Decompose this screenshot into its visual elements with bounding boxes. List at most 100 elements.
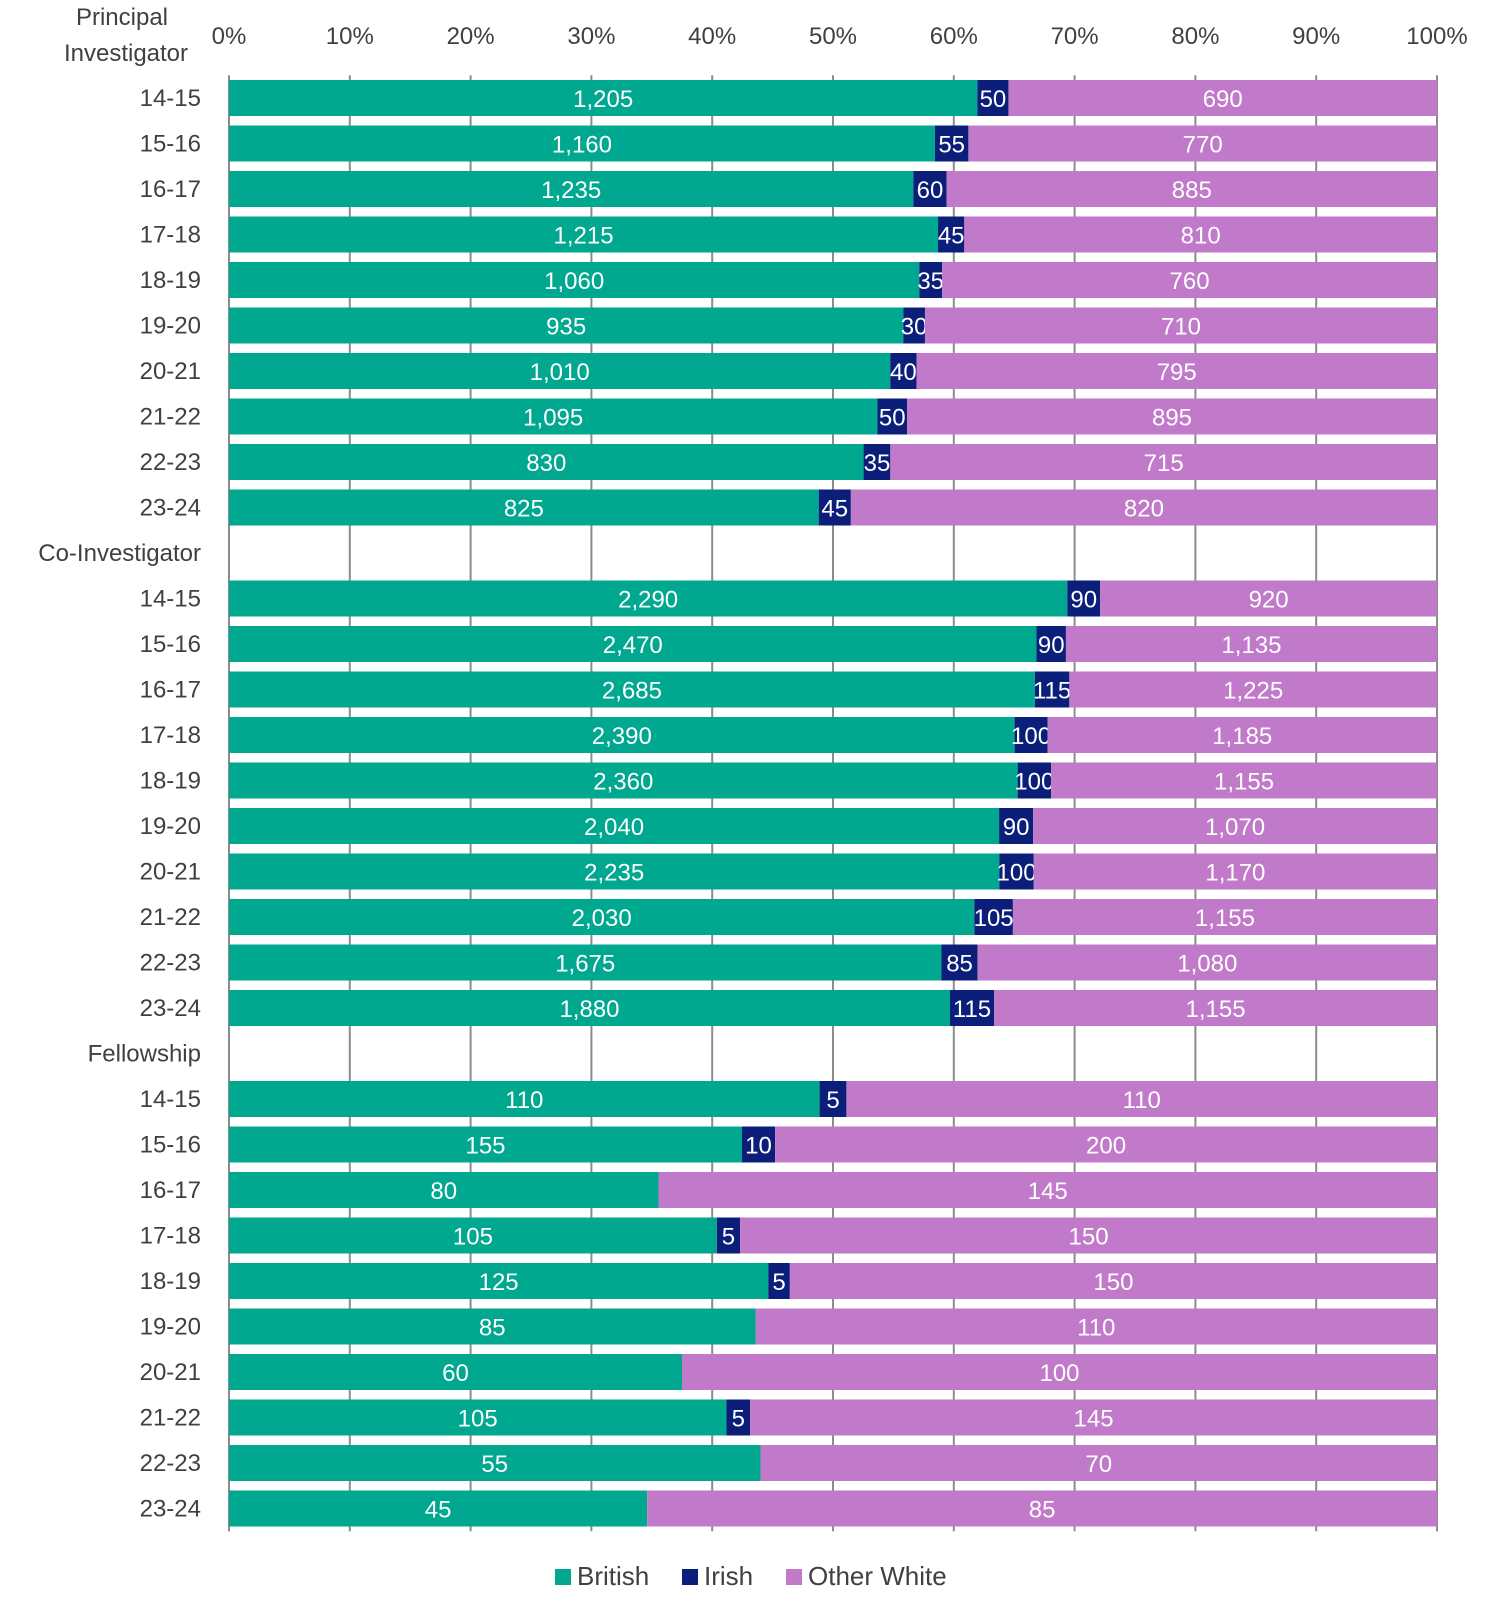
group-label: Co-Investigator (38, 540, 201, 567)
bar-segment-british (229, 1172, 659, 1208)
data-label: 70 (1085, 1451, 1112, 1478)
data-label: 5 (772, 1269, 785, 1296)
bar-segment-british (229, 398, 878, 435)
category-label: 19-20 (140, 813, 201, 840)
row-labels: Principal Investigator 14-15 15-16 16-17 17-1… (38, 4, 201, 1523)
bar-segment-irish (903, 307, 925, 344)
bar-segment-british (229, 990, 950, 1026)
bar-segment-british (229, 125, 935, 162)
legend: British Irish Other White (555, 1561, 947, 1591)
bar-segment-irish (716, 1217, 741, 1254)
legend-swatch (786, 1569, 802, 1585)
x-tick-label: 10% (326, 23, 374, 50)
data-label: 200 (1086, 1133, 1126, 1160)
bar-segment-irish (1014, 717, 1048, 753)
x-tick-label: 100% (1406, 23, 1467, 50)
bar-segment-irish (726, 1399, 751, 1436)
bar-segment-british (229, 1354, 682, 1390)
bar-segment-irish (768, 1263, 790, 1299)
data-label: 10 (745, 1133, 772, 1160)
data-label: 1,160 (552, 132, 612, 159)
bar-segment-british (229, 1126, 742, 1163)
data-label: 30 (901, 314, 928, 341)
bar-segment-other-white (750, 1399, 1437, 1436)
data-label: 1,155 (1195, 905, 1255, 932)
x-tick-label: 0% (212, 23, 247, 50)
bar-segment-british (229, 1399, 727, 1436)
bar-segment-british (229, 171, 914, 207)
bar-segment-irish (818, 489, 851, 526)
data-label: 1,215 (553, 223, 613, 250)
category-label: 16-17 (140, 677, 201, 704)
data-label: 110 (1077, 1315, 1115, 1342)
legend-label: Irish (704, 1561, 753, 1591)
bar-segment-british (229, 1263, 769, 1299)
category-label: 22-23 (140, 449, 201, 476)
bar-segment-irish (941, 944, 978, 981)
bar-segment-british (229, 671, 1035, 708)
data-label: 920 (1249, 587, 1289, 614)
data-label: 45 (821, 496, 848, 523)
data-label: 770 (1183, 132, 1223, 159)
data-label: 55 (938, 132, 965, 159)
data-label: 2,360 (593, 769, 653, 796)
data-label: 145 (1028, 1178, 1068, 1205)
group-label: Investigator (64, 40, 188, 67)
bar-segment-british (229, 1081, 820, 1117)
category-label: 20-21 (140, 1359, 201, 1386)
x-tick-label: 50% (809, 23, 857, 50)
bar-segment-irish (890, 353, 917, 389)
bar-segment-other-white (916, 353, 1437, 389)
data-label: 90 (1003, 814, 1030, 841)
x-tick-label: 80% (1171, 23, 1219, 50)
data-label: 2,390 (592, 723, 652, 750)
data-label: 5 (826, 1087, 839, 1114)
bar-segment-other-white (850, 489, 1437, 526)
data-label: 710 (1161, 314, 1201, 341)
category-label: 17-18 (140, 1223, 201, 1250)
data-label: 795 (1157, 359, 1197, 386)
data-label: 35 (917, 268, 944, 295)
bar-segment-british (229, 1445, 761, 1481)
data-label: 100 (1039, 1360, 1079, 1387)
category-label: 16-17 (140, 176, 201, 203)
bar-segment-irish (1034, 671, 1070, 708)
bar-segment-irish (1067, 580, 1101, 617)
bar-segment-other-white (977, 944, 1437, 981)
bar-segment-irish (877, 398, 908, 435)
bar-segment-irish (741, 1126, 776, 1163)
data-label: 155 (465, 1133, 505, 1160)
data-label: 60 (917, 177, 944, 204)
bar-segment-british (229, 1490, 648, 1527)
data-label: 830 (526, 450, 566, 477)
bar-segment-other-white (846, 1081, 1437, 1117)
data-label: 100 (997, 860, 1037, 887)
data-label: 1,095 (523, 405, 583, 432)
bar-segment-british (229, 762, 1018, 799)
bar-segment-irish (919, 262, 943, 298)
data-label: 45 (938, 223, 965, 250)
bar-segment-british (229, 353, 891, 389)
data-label: 895 (1152, 405, 1192, 432)
category-label: 19-20 (140, 1314, 201, 1341)
data-label: 5 (732, 1406, 745, 1433)
data-label: 1,010 (530, 359, 590, 386)
data-label: 80 (430, 1178, 457, 1205)
bar-segment-other-white (740, 1217, 1437, 1254)
bar-segment-other-white (946, 171, 1437, 207)
group-label: Principal (76, 4, 168, 31)
bar-segment-irish (1036, 626, 1066, 662)
bar-segment-other-white (647, 1490, 1437, 1527)
category-label: 20-21 (140, 859, 201, 886)
data-label: 935 (546, 314, 586, 341)
bar-segment-other-white (968, 125, 1437, 162)
data-label: 105 (458, 1406, 498, 1433)
bar-segment-irish (1017, 762, 1052, 799)
data-label: 1,135 (1221, 632, 1281, 659)
bar-segment-british (229, 717, 1015, 753)
category-label: 18-19 (140, 1268, 201, 1295)
bar-segment-british (229, 808, 1000, 844)
data-label: 100 (1014, 769, 1054, 796)
data-label: 90 (1038, 632, 1065, 659)
